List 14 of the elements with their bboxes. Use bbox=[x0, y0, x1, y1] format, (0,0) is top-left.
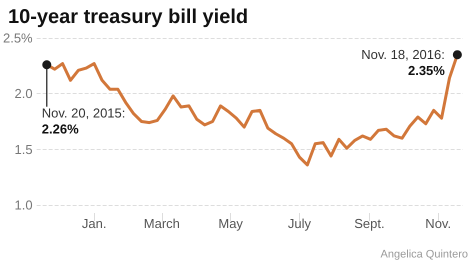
x-tick-label: March bbox=[144, 216, 180, 231]
chart-title: 10-year treasury bill yield bbox=[8, 6, 248, 28]
annotation: Nov. 20, 2015: 2.26% bbox=[42, 106, 126, 137]
x-tick-label: July bbox=[288, 216, 312, 231]
x-tick-label: Sept. bbox=[354, 216, 385, 231]
y-tick-label: 2.5% bbox=[2, 30, 34, 46]
y-tick-label: 1.0 bbox=[14, 198, 33, 212]
text: Angelica Quintero bbox=[380, 248, 468, 260]
x-tick-label: Nov. bbox=[425, 216, 452, 231]
x-tick-label: May bbox=[218, 216, 244, 231]
x-tick-label: Jan. bbox=[82, 216, 106, 231]
y-tick-label: 2.0 bbox=[14, 86, 33, 102]
y-tick-label: 1.5 bbox=[14, 142, 33, 157]
annotation: Nov. 18, 2016: 2.35% bbox=[361, 47, 446, 78]
